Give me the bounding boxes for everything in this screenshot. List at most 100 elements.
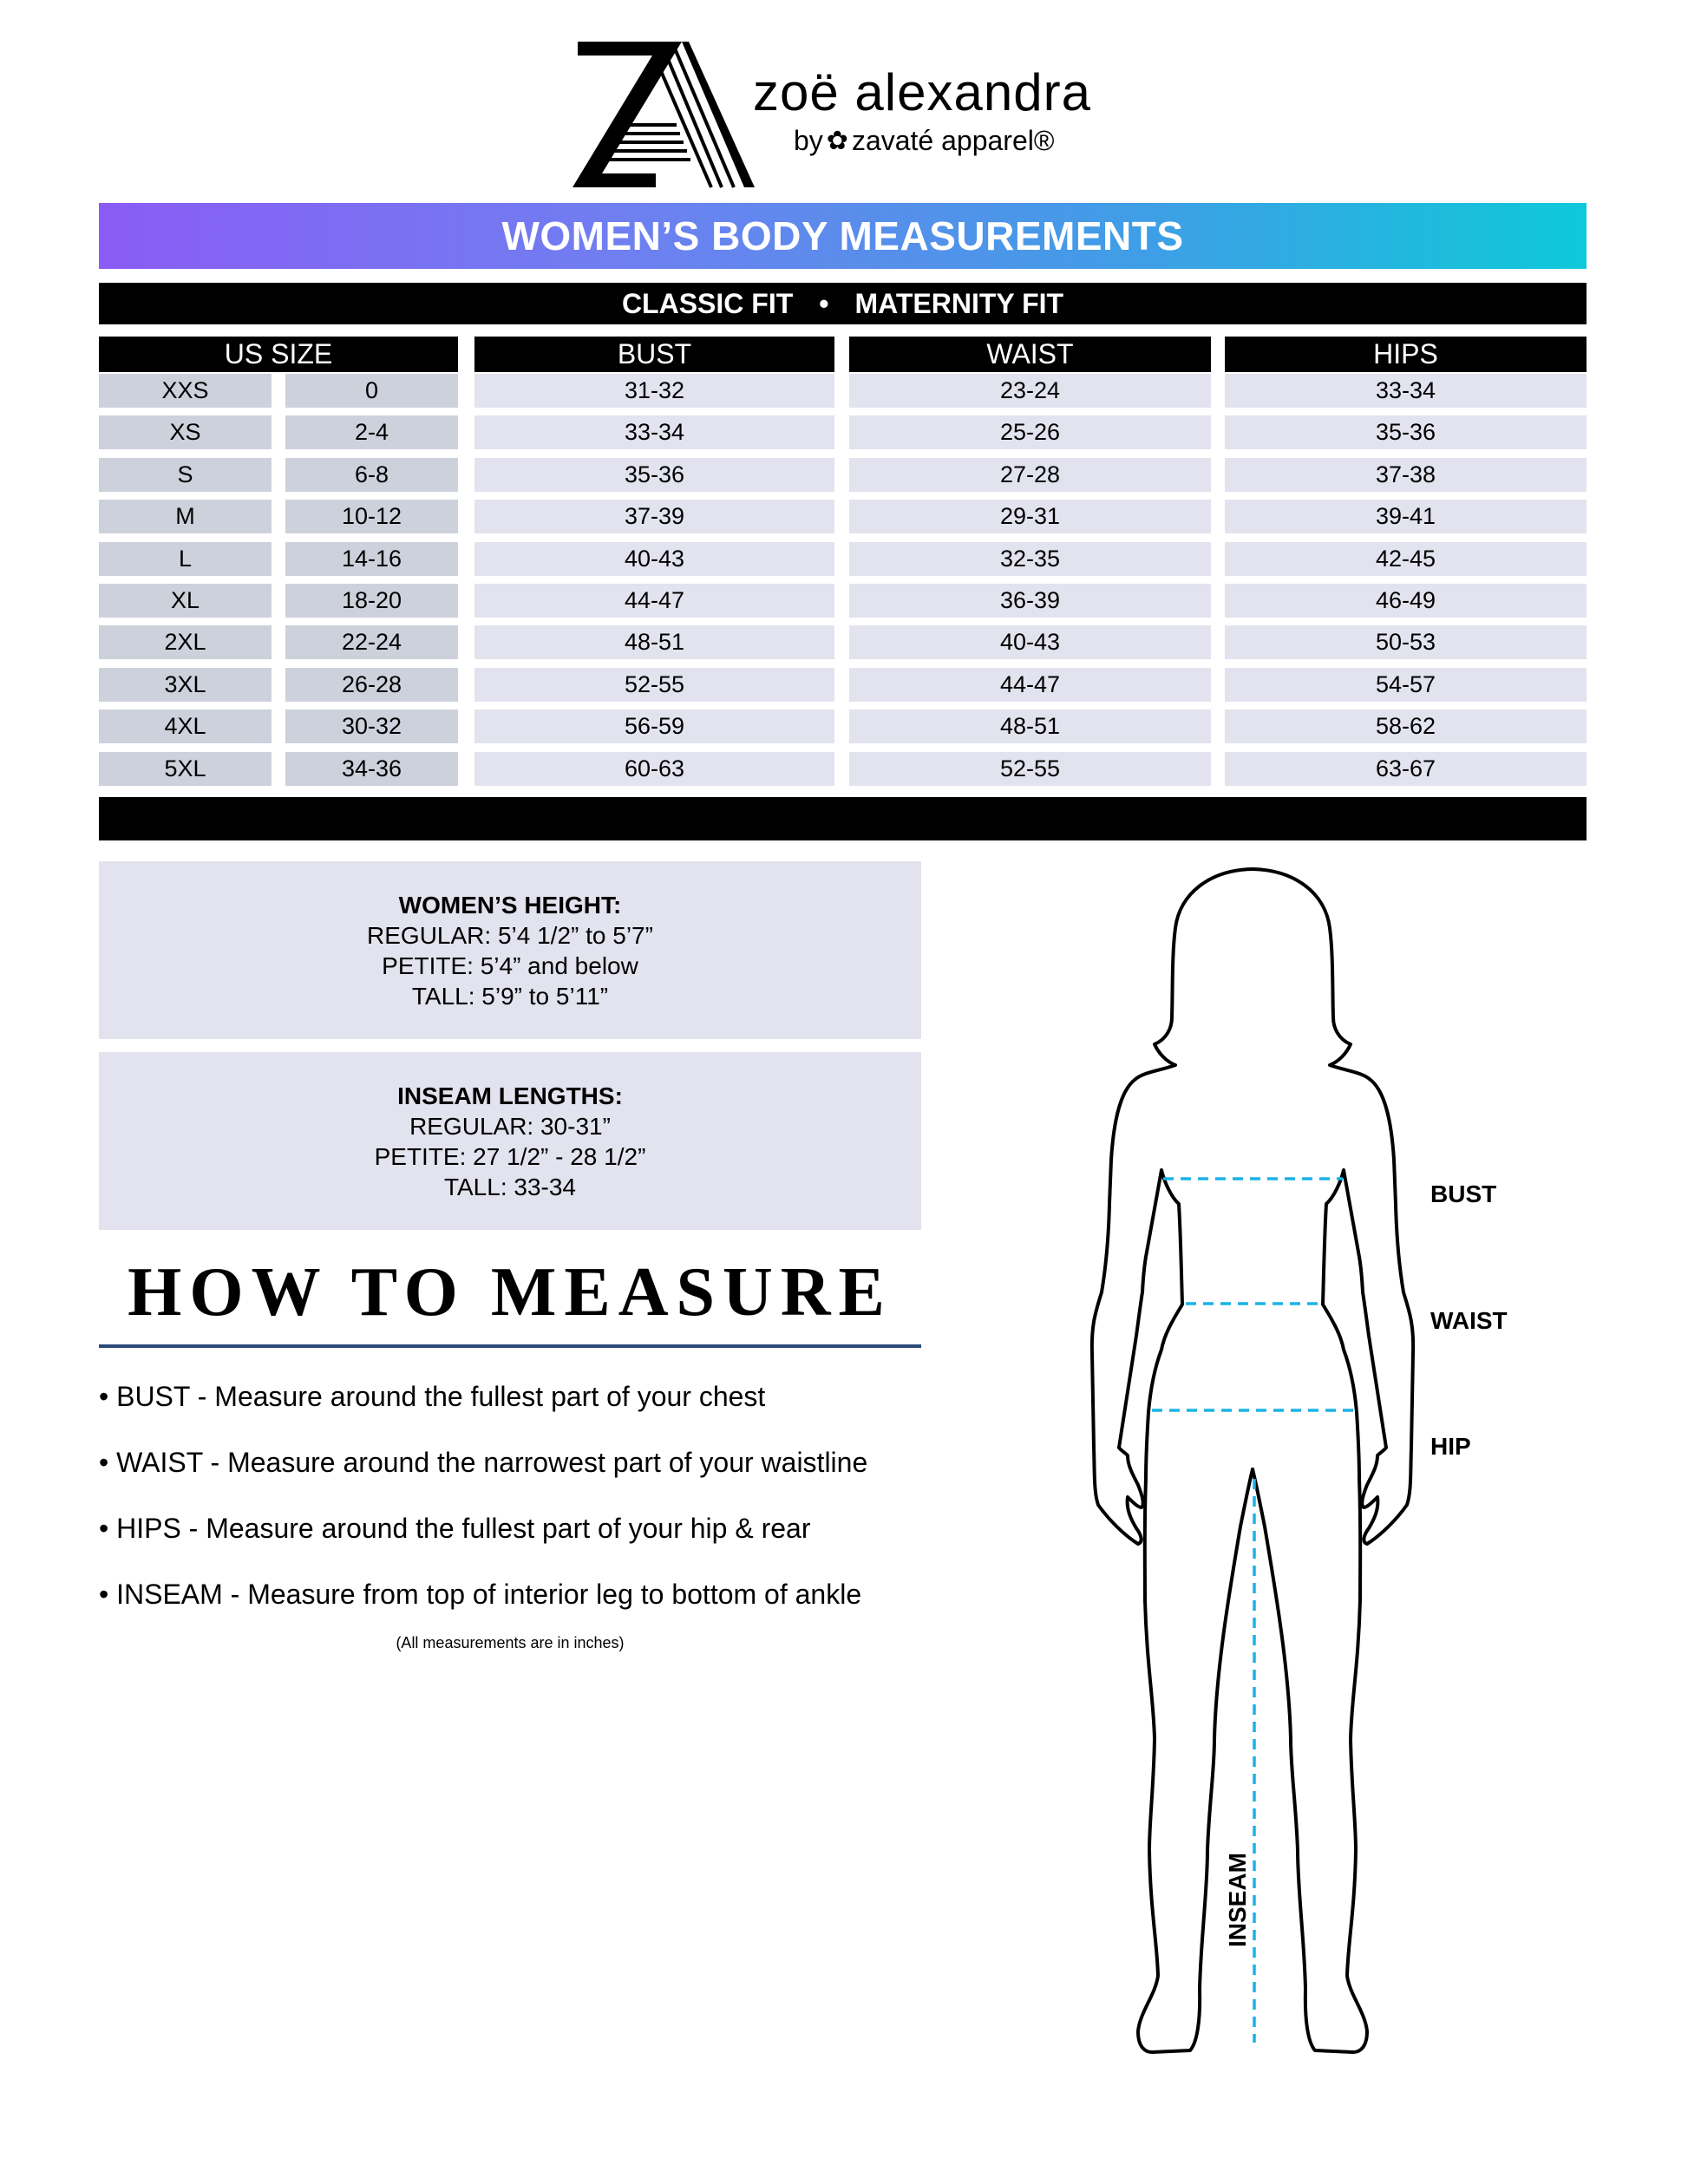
fit-maternity: MATERNITY FIT <box>854 287 1064 319</box>
cell-num: 14-16 <box>285 541 458 576</box>
cell-hips: 54-57 <box>1225 667 1587 702</box>
inseam-box: INSEAM LENGTHS: REGULAR: 30-31” PETITE: … <box>99 1052 921 1230</box>
inseam-line: PETITE: 27 1/2” - 28 1/2” <box>374 1142 646 1170</box>
inseam-line: TALL: 33-34 <box>443 1173 577 1200</box>
title-divider <box>99 1344 921 1348</box>
page-title: WOMEN’S BODY MEASUREMENTS <box>99 203 1587 269</box>
cell-size: L <box>99 541 272 576</box>
cell-hips: 33-34 <box>1225 374 1587 408</box>
label-bust: BUST <box>1430 1180 1496 1207</box>
cell-waist: 40-43 <box>849 625 1211 660</box>
header-hips: HIPS <box>1225 337 1587 372</box>
height-line: PETITE: 5’4” and below <box>382 951 638 979</box>
cell-bust: 31-32 <box>474 374 834 408</box>
cell-size: 3XL <box>99 667 272 702</box>
body-outline <box>1089 867 1254 2054</box>
measure-lines <box>1152 1177 1356 2043</box>
label-inseam: INSEAM <box>1224 1853 1251 1947</box>
cell-hips: 35-36 <box>1225 415 1587 450</box>
brand-by: by <box>794 125 823 156</box>
cell-size: XL <box>99 583 272 618</box>
table-row: XL 18-20 44-47 36-39 46-49 <box>0 583 1688 618</box>
bullet-inseam: • INSEAM - Measure from top of interior … <box>99 1579 862 1610</box>
table-row: L 14-16 40-43 32-35 42-45 <box>0 541 1688 576</box>
cell-num: 10-12 <box>285 500 458 534</box>
cell-waist: 52-55 <box>849 751 1211 786</box>
cell-waist: 48-51 <box>849 709 1211 744</box>
cell-bust: 52-55 <box>474 667 834 702</box>
fit-bar: CLASSIC FIT • MATERNITY FIT <box>99 283 1587 324</box>
table-row: XXS 0 31-32 23-24 33-34 <box>0 374 1688 408</box>
cell-hips: 63-67 <box>1225 751 1587 786</box>
cell-size: XS <box>99 415 272 450</box>
cell-num: 0 <box>285 374 458 408</box>
cell-bust: 37-39 <box>474 500 834 534</box>
inseam-line: REGULAR: 30-31” <box>409 1112 611 1140</box>
cell-bust: 56-59 <box>474 709 834 744</box>
height-box: WOMEN’S HEIGHT: REGULAR: 5’4 1/2” to 5’7… <box>99 861 921 1039</box>
cell-hips: 39-41 <box>1225 500 1587 534</box>
fit-separator: • <box>819 287 829 319</box>
height-line: REGULAR: 5’4 1/2” to 5’7” <box>367 921 653 949</box>
cell-bust: 48-51 <box>474 625 834 660</box>
cell-num: 26-28 <box>285 667 458 702</box>
table-bottom-bar <box>99 797 1587 840</box>
cell-waist: 25-26 <box>849 415 1211 450</box>
cell-hips: 58-62 <box>1225 709 1587 744</box>
brand-name: zoë alexandra <box>753 63 1091 121</box>
cell-hips: 37-38 <box>1225 457 1587 492</box>
fit-classic: CLASSIC FIT <box>621 287 794 319</box>
cell-bust: 35-36 <box>474 457 834 492</box>
label-hip: HIP <box>1430 1433 1471 1460</box>
bullet-waist: • WAIST - Measure around the narrowest p… <box>99 1447 868 1478</box>
cell-waist: 32-35 <box>849 541 1211 576</box>
bullet-bust: • BUST - Measure around the fullest part… <box>99 1381 766 1412</box>
brand-logo-mark <box>572 42 755 188</box>
units-note: (All measurements are in inches) <box>396 1634 625 1651</box>
cell-bust: 33-34 <box>474 415 834 450</box>
cell-waist: 44-47 <box>849 667 1211 702</box>
cell-size: XXS <box>99 374 272 408</box>
size-table: XXS 0 31-32 23-24 33-34 XS 2-4 33-34 25-26 35-36 S… <box>0 374 1688 794</box>
table-row: 5XL 34-36 60-63 52-55 63-67 <box>0 751 1688 786</box>
cell-size: M <box>99 500 272 534</box>
cell-num: 18-20 <box>285 583 458 618</box>
cell-bust: 40-43 <box>474 541 834 576</box>
cell-bust: 60-63 <box>474 751 834 786</box>
bullet-hips: • HIPS - Measure around the fullest part… <box>99 1513 811 1544</box>
cell-waist: 29-31 <box>849 500 1211 534</box>
table-row: S 6-8 35-36 27-28 37-38 <box>0 457 1688 492</box>
cell-size: 4XL <box>99 709 272 744</box>
cell-num: 34-36 <box>285 751 458 786</box>
cell-size: 2XL <box>99 625 272 660</box>
brand-sub: zavaté apparel® <box>851 125 1055 156</box>
cell-num: 6-8 <box>285 457 458 492</box>
how-to-measure-title: HOW TO MEASURE <box>128 1254 893 1331</box>
cell-waist: 36-39 <box>849 583 1211 618</box>
cell-hips: 46-49 <box>1225 583 1587 618</box>
header-us-size: US SIZE <box>99 337 458 372</box>
cell-num: 22-24 <box>285 625 458 660</box>
cell-bust: 44-47 <box>474 583 834 618</box>
clover-icon: ✿ <box>826 127 848 155</box>
cell-hips: 50-53 <box>1225 625 1587 660</box>
table-row: XS 2-4 33-34 25-26 35-36 <box>0 415 1688 450</box>
height-title: WOMEN’S HEIGHT: <box>398 891 622 919</box>
cell-waist: 27-28 <box>849 457 1211 492</box>
cell-num: 2-4 <box>285 415 458 450</box>
cell-waist: 23-24 <box>849 374 1211 408</box>
cell-hips: 42-45 <box>1225 541 1587 576</box>
cell-size: 5XL <box>99 751 272 786</box>
inseam-title: INSEAM LENGTHS: <box>397 1082 623 1109</box>
cell-size: S <box>99 457 272 492</box>
header-waist: WAIST <box>849 337 1211 372</box>
table-row: 2XL 22-24 48-51 40-43 50-53 <box>0 625 1688 660</box>
table-row: 4XL 30-32 56-59 48-51 58-62 <box>0 709 1688 744</box>
table-row: M 10-12 37-39 29-31 39-41 <box>0 500 1688 534</box>
height-line: TALL: 5’9” to 5’11” <box>411 982 609 1010</box>
header-bust: BUST <box>474 337 834 372</box>
brand-subline: by ✿ zavaté apparel® <box>794 125 1054 157</box>
cell-num: 30-32 <box>285 709 458 744</box>
table-row: 3XL 26-28 52-55 44-47 54-57 <box>0 667 1688 702</box>
